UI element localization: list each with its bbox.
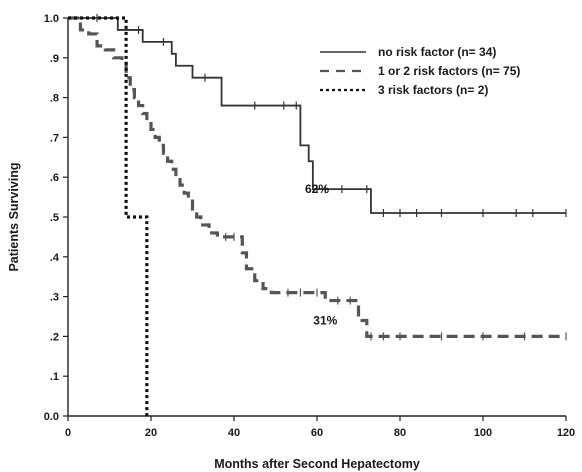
series-line-2 — [68, 16, 566, 338]
x-tick-label: 40 — [228, 427, 240, 439]
annotations: 62% 31% — [305, 182, 338, 327]
x-tick-label: 20 — [145, 427, 157, 439]
legend-label-1: no risk factor (n= 34) — [378, 45, 496, 59]
y-tick-label: .8 — [50, 93, 59, 105]
series-line-3 — [68, 16, 149, 416]
y-tick-label: .6 — [50, 172, 59, 184]
y-tick-label: .2 — [50, 331, 59, 343]
x-tick-label: 100 — [474, 427, 492, 439]
x-tick-label: 120 — [557, 427, 575, 439]
legend: no risk factor (n= 34) 1 or 2 risk factor… — [320, 45, 520, 97]
legend-label-3: 3 risk factors (n= 2) — [378, 83, 488, 97]
y-tick-label: .7 — [50, 132, 59, 144]
y-tick-label: .5 — [50, 212, 59, 224]
annotation-1: 62% — [305, 182, 329, 196]
legend-label-2: 1 or 2 risk factors (n= 75) — [378, 64, 520, 78]
y-tick-label: 0.0 — [44, 411, 59, 423]
annotation-2: 31% — [313, 313, 337, 327]
y-tick-label: .3 — [50, 292, 59, 304]
x-axis-title: Months after Second Hepatectomy — [214, 457, 420, 471]
ticks: 0 20 40 60 80 100 120 0.0 .1 .2 .3 .4 .5 .6 .7 .8 .9 1.0 — [44, 13, 575, 439]
x-tick-label: 60 — [311, 427, 323, 439]
y-tick-label: .4 — [50, 252, 60, 264]
y-tick-label: .9 — [50, 53, 59, 65]
y-tick-label: 1.0 — [44, 13, 59, 25]
series-line-1 — [68, 17, 566, 214]
series-lines — [68, 14, 567, 416]
x-tick-label: 80 — [394, 427, 406, 439]
x-tick-label: 0 — [65, 427, 71, 439]
y-axis-title: Patients Surviving — [7, 162, 21, 271]
y-tick-label: .1 — [50, 371, 59, 383]
